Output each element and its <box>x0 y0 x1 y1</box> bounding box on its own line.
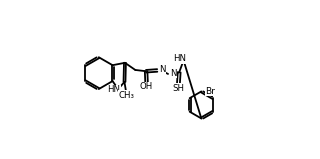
Text: N: N <box>159 65 166 74</box>
Text: CH₃: CH₃ <box>118 91 134 100</box>
Text: N: N <box>170 69 176 78</box>
Text: SH: SH <box>172 84 184 93</box>
Text: HN: HN <box>107 85 120 94</box>
Text: OH: OH <box>140 82 153 91</box>
Text: HN: HN <box>173 55 187 63</box>
Text: Br: Br <box>205 87 215 96</box>
